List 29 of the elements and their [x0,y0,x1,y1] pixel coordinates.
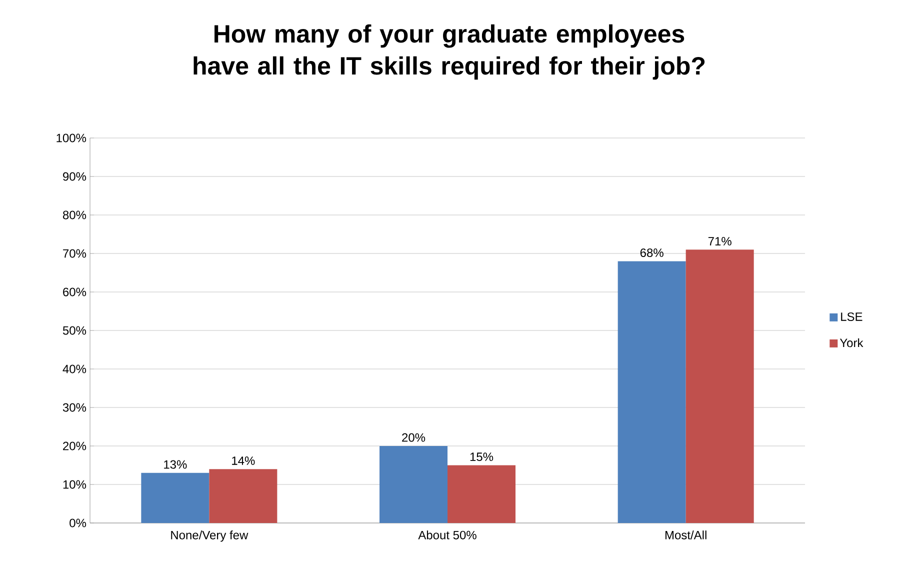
y-tick-label: 70% [63,249,86,258]
bar [448,465,516,523]
legend-label: LSE [841,312,862,321]
bar [686,250,754,523]
y-tick-label: 20% [63,442,86,450]
data-label: 14% [232,456,255,465]
y-tick-label: 50% [62,326,86,335]
bar [380,446,448,523]
y-tick-label: 0% [70,518,86,528]
y-tick-label: 90% [63,172,86,181]
data-label: 20% [402,433,426,442]
x-tick-label: About 50% [418,530,476,540]
x-tick-label: None/Very few [171,530,248,542]
data-label: 68% [640,248,664,257]
bar [618,261,686,523]
y-tick-label: 10% [63,480,86,489]
y-tick-label: 100% [56,134,86,142]
data-label: 13% [164,460,187,469]
chart-title: How many of your graduate employees have all the IT skills required for their job? [194,24,705,80]
y-tick-label: 80% [62,210,86,220]
data-label: 15% [470,452,494,462]
data-label: 71% [708,237,732,246]
y-tick-label: 30% [62,403,86,412]
y-tick-label: 40% [62,364,86,374]
legend-label: York [840,338,864,348]
x-tick-label: Most/All [665,530,706,540]
bar [141,472,210,523]
bar [209,469,278,523]
y-tick-label: 60% [63,288,86,296]
